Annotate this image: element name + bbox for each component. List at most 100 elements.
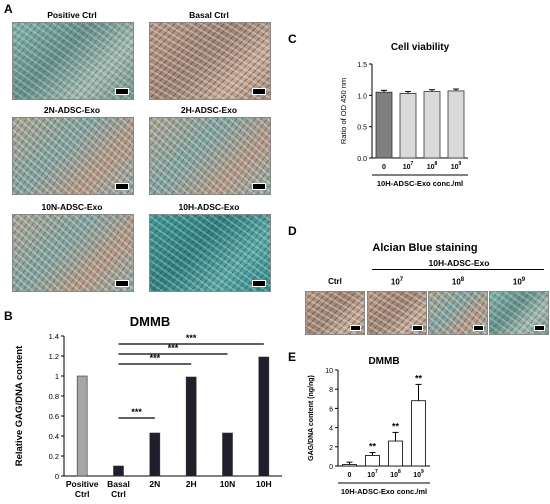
bar xyxy=(149,432,161,477)
micrograph-basal-ctrl xyxy=(149,22,271,100)
alcian-label-base: 10 xyxy=(390,277,400,287)
y-tick-label: 4 xyxy=(329,426,333,433)
x-tick-label: 107 xyxy=(403,161,414,171)
x-axis-label: 10H-ADSC-Exo conc./ml xyxy=(341,487,427,496)
bar xyxy=(388,440,403,467)
micrograph-label: Basal Ctrl xyxy=(189,10,229,20)
micrograph-label: 10N-ADSC-Exo xyxy=(41,202,103,212)
x-tick-label: 109 xyxy=(451,161,462,171)
y-tick-label: 1.4 xyxy=(49,332,59,341)
panel-letter-c: C xyxy=(288,32,297,46)
alcian-micrograph-1e7 xyxy=(367,291,427,335)
alcian-label-sup: 7 xyxy=(399,277,404,283)
significance-marker: *** xyxy=(186,333,197,343)
y-tick-label: 1 xyxy=(55,372,59,381)
scale-bar xyxy=(115,88,129,95)
alcian-blue-title: Alcian Blue staining xyxy=(372,242,478,254)
y-tick-label: 0.0 xyxy=(357,156,367,163)
panel-letter-a: A xyxy=(4,2,13,16)
chart-cell-viability: Cell viability Ratio of OD 450 nm 0.0 0.5 1.… xyxy=(339,42,468,188)
bar xyxy=(113,465,124,477)
significance-marker: ** xyxy=(415,373,423,383)
scale-bar xyxy=(534,325,545,331)
x-tick-label: 2H xyxy=(186,479,197,489)
chart-title: DMMB xyxy=(130,314,170,329)
y-tick-label: 0.5 xyxy=(357,125,367,132)
alcian-label-base: 10 xyxy=(451,277,461,287)
scale-bar xyxy=(412,325,423,331)
y-tick-label: 0.4 xyxy=(49,432,59,441)
alcian-label: 108 xyxy=(428,277,488,287)
x-tick-label: 10H xyxy=(256,479,272,489)
significance-marker: ** xyxy=(392,421,400,431)
alcian-micrograph-1e9 xyxy=(489,291,549,335)
y-tick-label: 1.0 xyxy=(357,93,367,100)
y-axis-label: Ratio of OD 450 nm xyxy=(339,78,348,144)
micrograph-label: Positive Ctrl xyxy=(47,10,97,20)
bar xyxy=(411,400,426,467)
y-tick-label: 6 xyxy=(329,406,333,413)
chart-dmmb-concentration: DMMB GAG/DNA content (ng/ng) 0 2 4 6 8 10 0 ** 107… xyxy=(308,356,430,496)
y-tick-label: 8 xyxy=(329,387,333,394)
panel-letter-b: B xyxy=(4,309,13,323)
micrograph-label: 10H-ADSC-Exo xyxy=(178,202,240,212)
y-tick-label: 10 xyxy=(325,368,333,375)
significance-marker: ** xyxy=(369,442,377,452)
y-tick-label: 0 xyxy=(55,472,59,481)
bar xyxy=(342,464,357,467)
significance-marker: *** xyxy=(150,353,161,363)
bar xyxy=(423,91,441,159)
x-tick-label: 10N xyxy=(220,479,236,489)
y-tick-label: 0.2 xyxy=(49,452,59,461)
y-axis-label: Relative GAG/DNA content xyxy=(14,345,25,466)
x-tick-label: Positive xyxy=(66,479,99,489)
scale-bar xyxy=(115,183,129,190)
x-tick-label: 109 xyxy=(413,469,424,479)
micrograph-positive-ctrl xyxy=(12,22,134,100)
alcian-label: 107 xyxy=(367,277,427,287)
alcian-label-base: 10 xyxy=(512,277,522,287)
bar xyxy=(76,375,88,477)
bar xyxy=(185,376,197,477)
group-bracket-line xyxy=(372,269,544,270)
y-tick-label: 1.5 xyxy=(357,62,367,69)
x-tick-label: 108 xyxy=(390,469,401,479)
chart-dmmb-relative: DMMB Relative GAG/DNA content 0 0.2 0.4 0.6 0.… xyxy=(14,314,282,499)
y-tick-label: 0 xyxy=(329,464,333,471)
alcian-label: 109 xyxy=(489,277,549,287)
y-tick-label: 1.2 xyxy=(49,352,59,361)
significance-marker: *** xyxy=(131,407,142,417)
alcian-label-sup: 8 xyxy=(460,277,465,283)
bar xyxy=(399,93,417,159)
chart-title: Cell viability xyxy=(391,42,450,53)
y-axis-label: GAG/DNA content (ng/ng) xyxy=(308,375,315,461)
bar xyxy=(447,90,465,159)
bar xyxy=(222,432,233,477)
x-tick-label: 108 xyxy=(427,161,438,171)
panel-letter-e: E xyxy=(288,350,297,364)
micrograph-10h-adsc-exo xyxy=(149,214,271,292)
panel-letter-d: D xyxy=(288,224,297,238)
scale-bar xyxy=(350,325,361,331)
bar xyxy=(365,455,380,467)
scale-bar xyxy=(115,280,129,287)
micrograph-2n-adsc-exo xyxy=(12,117,134,195)
chart-title: DMMB xyxy=(368,356,399,367)
scale-bar xyxy=(252,183,266,190)
x-tick-label: 0 xyxy=(348,472,352,479)
x-tick-label: 2N xyxy=(149,479,160,489)
scale-bar xyxy=(252,88,266,95)
significance-marker: *** xyxy=(168,343,179,353)
micrograph-label: 2N-ADSC-Exo xyxy=(43,105,101,115)
x-tick-label: Ctrl xyxy=(75,489,90,499)
micrograph-10n-adsc-exo xyxy=(12,214,134,292)
x-tick-label: Ctrl xyxy=(111,489,126,499)
alcian-micrograph-ctrl xyxy=(305,291,365,335)
scale-bar xyxy=(252,280,266,287)
y-tick-label: 0.6 xyxy=(49,412,59,421)
x-tick-label: 0 xyxy=(382,164,386,171)
x-axis-label: 10H-ADSC-Exo conc./ml xyxy=(377,179,463,188)
scale-bar xyxy=(473,325,484,331)
x-tick-label: 107 xyxy=(367,469,378,479)
y-tick-label: 0.8 xyxy=(49,392,59,401)
